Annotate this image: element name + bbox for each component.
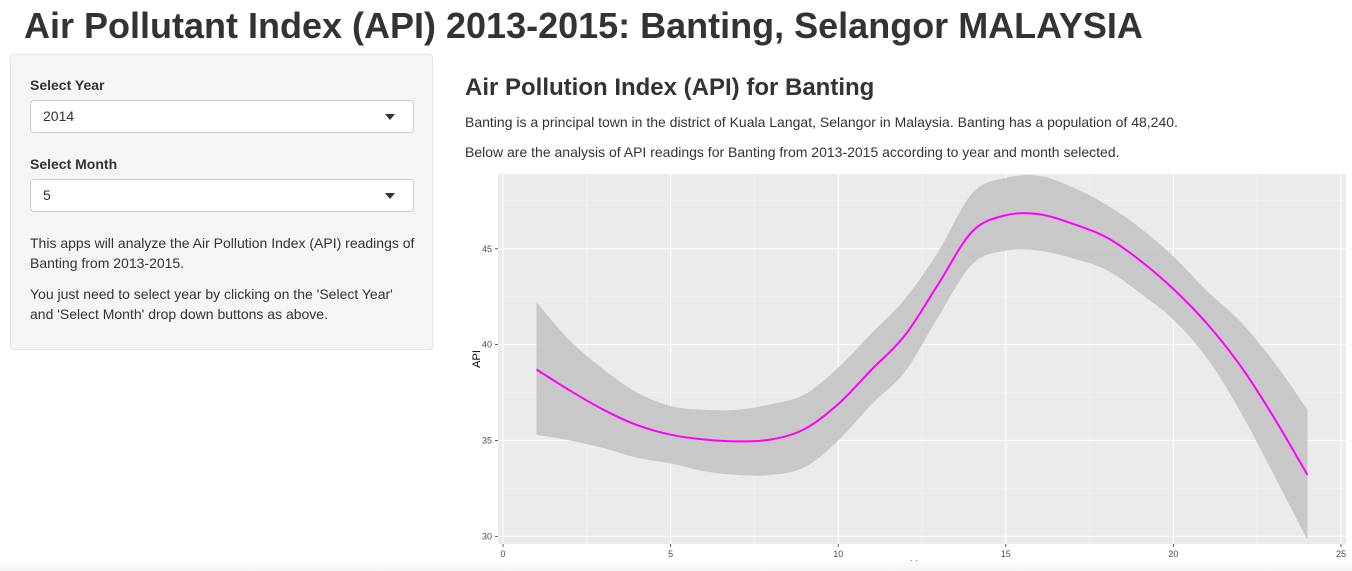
x-tick-label: 0 (501, 549, 506, 559)
month-select-label: Select Month (30, 156, 118, 172)
y-tick-label: 35 (482, 435, 492, 445)
section-heading: Air Pollution Index (API) for Banting (465, 74, 875, 101)
chevron-down-icon (385, 114, 395, 120)
intro-text: Banting is a principal town in the distr… (465, 114, 1178, 130)
year-select-label: Select Year (30, 77, 105, 93)
x-tick-label: 10 (833, 549, 843, 559)
month-select[interactable]: 5 (30, 179, 414, 212)
api-chart: 051015202530354045HourAPI (471, 174, 1346, 568)
confidence-band (536, 175, 1308, 541)
y-tick-label: 40 (482, 340, 492, 350)
page-bottom-edge (0, 561, 1352, 571)
y-axis-label: API (471, 350, 483, 368)
sidebar-description: This apps will analyze the Air Pollution… (30, 235, 415, 271)
x-tick-label: 15 (1001, 549, 1011, 559)
page-title: Air Pollutant Index (API) 2013-2015: Ban… (24, 5, 1143, 46)
chevron-down-icon (385, 193, 395, 199)
month-select-value: 5 (43, 187, 51, 203)
year-select[interactable]: 2014 (30, 100, 414, 133)
description-text: Below are the analysis of API readings f… (465, 144, 1120, 160)
sidebar-panel: Select Year 2014 Select Month 5 This app… (10, 54, 433, 350)
x-tick-label: 25 (1336, 549, 1346, 559)
series-line (535, 212, 1309, 476)
x-tick-label: 5 (668, 549, 673, 559)
sidebar-instructions: You just need to select year by clicking… (30, 286, 393, 322)
year-select-value: 2014 (43, 108, 75, 124)
y-tick-label: 30 (482, 531, 492, 541)
x-tick-label: 20 (1168, 549, 1178, 559)
y-tick-label: 45 (482, 244, 492, 254)
